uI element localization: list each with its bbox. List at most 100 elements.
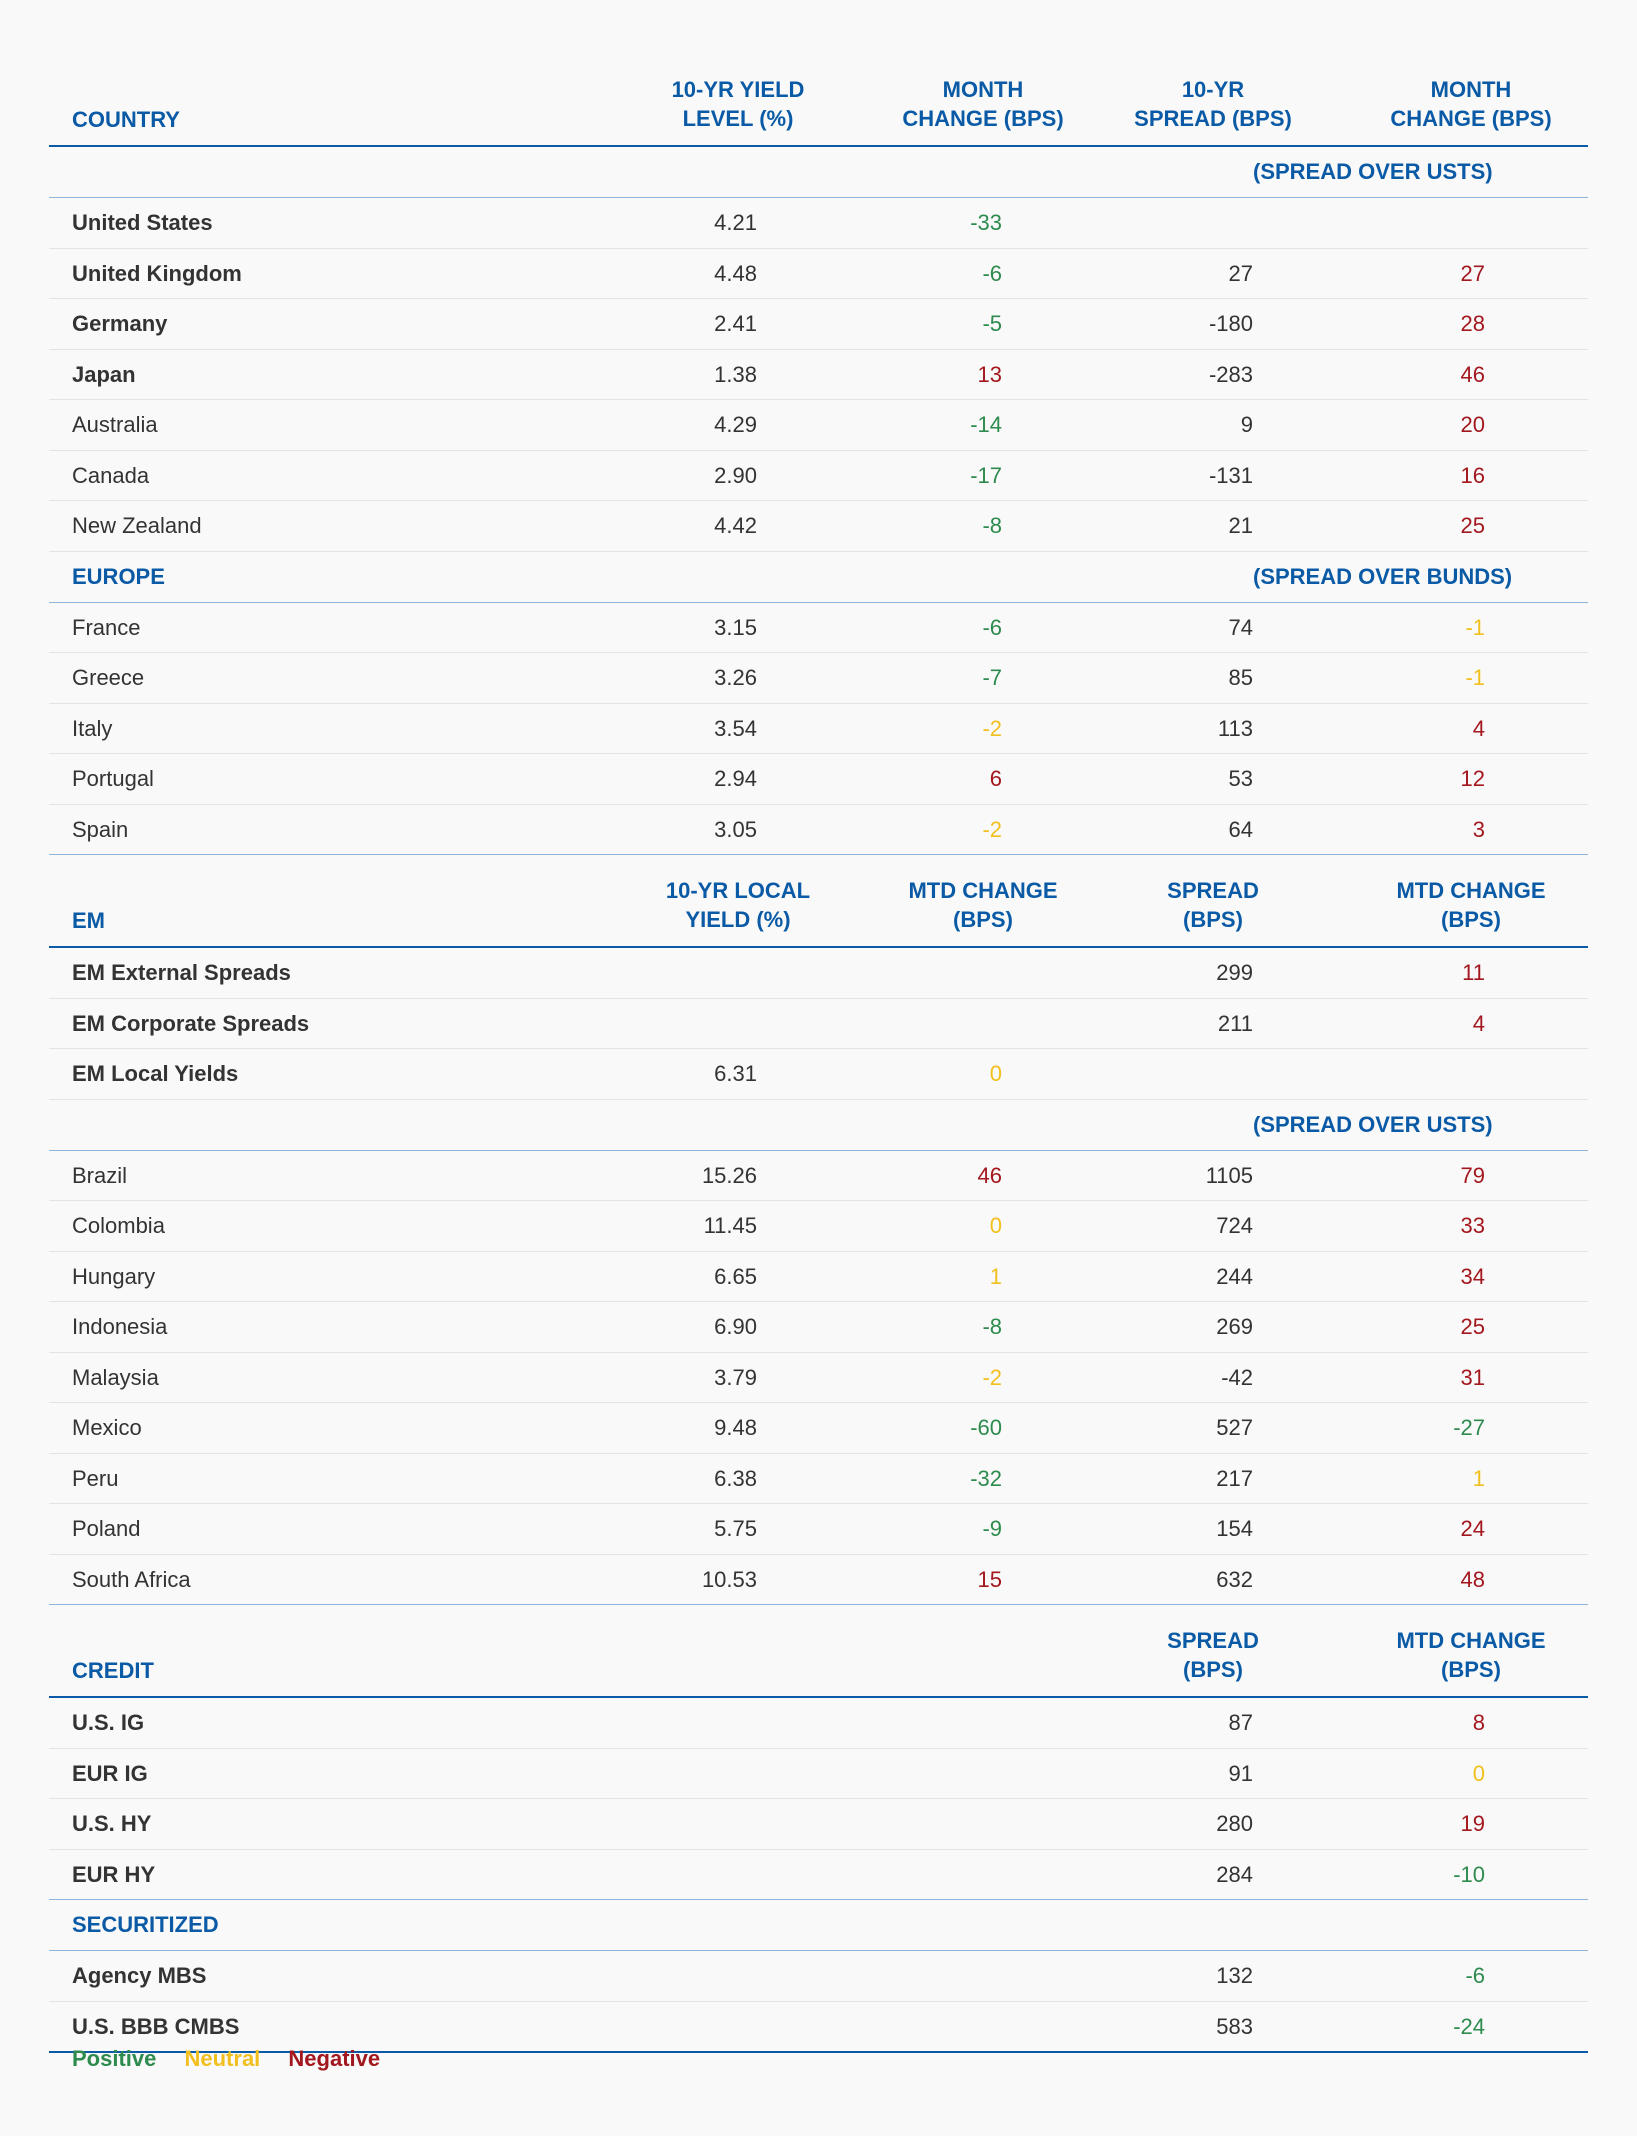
spread-value: 269 [1216, 1314, 1253, 1339]
yield-change: 0 [989, 1061, 1002, 1086]
spread-value: 74 [1228, 614, 1253, 640]
yield-change: -6 [982, 260, 1002, 286]
row-label: Brazil [72, 1162, 128, 1188]
spread-value: -131 [1208, 462, 1253, 488]
yield-value: 10.53 [701, 1566, 757, 1592]
spread-change: -6 [1465, 1963, 1485, 1988]
row-label: Australia [72, 412, 158, 437]
spread-value: 154 [1216, 1516, 1253, 1541]
spread-value: -42 [1221, 1364, 1253, 1390]
yield-change: 6 [989, 766, 1002, 791]
spread-basis-label: (SPREAD OVER USTS) [1253, 1111, 1493, 1137]
spread-value: 87 [1228, 1710, 1253, 1735]
legend-positive: Positive [72, 2046, 157, 2071]
table-row: Germany 2.41 -5 -180 28 [49, 299, 1588, 350]
spread-change: 24 [1460, 1516, 1485, 1541]
row-label: Malaysia [72, 1364, 159, 1390]
table-row: Poland 5.75 -9 154 24 [49, 1504, 1588, 1555]
column-header: 10-YR SPREAD (BPS) [1134, 77, 1292, 131]
row-label: Italy [72, 715, 113, 741]
section-header: CREDIT SPREAD (BPS) MTD CHANGE (BPS) [49, 1604, 1588, 1698]
yield-value: 6.65 [714, 1263, 757, 1289]
row-label: Greece [72, 665, 145, 690]
spread-value: 9 [1240, 412, 1253, 437]
table-row: Spain 3.05 -2 64 3 [49, 805, 1588, 855]
row-label: EM Local Yields [72, 1061, 239, 1086]
spread-change: -27 [1453, 1415, 1485, 1440]
yield-change: -8 [982, 513, 1002, 538]
section-title: EUROPE [72, 563, 165, 589]
yield-change: 13 [977, 361, 1002, 387]
spread-change: 4 [1472, 1010, 1485, 1036]
row-label: Hungary [72, 1263, 156, 1289]
row-label: EUR IG [72, 1760, 148, 1786]
spread-value: 284 [1216, 1861, 1253, 1887]
spread-value: 113 [1217, 715, 1253, 741]
row-label: New Zealand [72, 513, 202, 538]
yield-value: 2.41 [714, 311, 757, 336]
section-title: COUNTRY [72, 107, 180, 132]
spread-change: 1 [1472, 1465, 1485, 1491]
spread-value: 27 [1228, 260, 1253, 286]
spread-value: -283 [1208, 361, 1253, 387]
yield-value: 3.54 [714, 715, 757, 741]
spread-value: 299 [1216, 960, 1253, 985]
yield-value: 5.75 [714, 1516, 757, 1541]
yield-value: 1.38 [714, 361, 757, 387]
table-row: EUR IG 91 0 [49, 1749, 1588, 1799]
yield-change: -8 [982, 1314, 1002, 1339]
spread-basis-label: (SPREAD OVER BUNDS) [1253, 563, 1513, 589]
yield-value: 11.45 [703, 1213, 757, 1238]
row-label: Indonesia [72, 1314, 168, 1339]
yield-change: 46 [977, 1162, 1002, 1188]
spread-change: 3 [1472, 816, 1485, 842]
yield-value: 3.15 [714, 614, 757, 640]
column-header: 10-YR LOCAL YIELD (%) [665, 878, 811, 932]
spread-change: 34 [1460, 1263, 1485, 1289]
spread-value: 64 [1228, 816, 1253, 842]
yield-value: 9.48 [714, 1415, 757, 1440]
spread-value: 211 [1217, 1010, 1253, 1036]
spread-change: 79 [1460, 1162, 1485, 1188]
spread-change: -1 [1465, 665, 1485, 690]
section-title: SECURITIZED [72, 1912, 219, 1937]
section-subheader: EUROPE (SPREAD OVER BUNDS) [49, 552, 1588, 603]
row-label: Mexico [72, 1415, 142, 1440]
market-data-table: COUNTRY 10-YR YIELD LEVEL (%) MONTH CHANGE… [49, 54, 1588, 2053]
row-label: U.S. IG [72, 1710, 145, 1735]
table-row: Mexico 9.48 -60 527 -27 [49, 1403, 1588, 1454]
column-header: MTD CHANGE (BPS) [1396, 1628, 1546, 1682]
row-label: Peru [72, 1465, 119, 1491]
row-label: U.S. BBB CMBS [72, 2013, 240, 2039]
row-label: Japan [72, 361, 136, 387]
yield-value: 4.48 [714, 260, 757, 286]
yield-change: -2 [982, 715, 1002, 741]
yield-change: -7 [982, 665, 1002, 690]
row-label: Portugal [72, 766, 154, 791]
spread-change: 46 [1460, 361, 1485, 387]
table-row: Agency MBS 132 -6 [49, 1951, 1588, 2002]
yield-value: 6.90 [714, 1314, 757, 1339]
row-label: Spain [72, 816, 129, 842]
yield-value: 2.90 [714, 462, 757, 488]
row-label: Poland [72, 1516, 141, 1541]
table-row: Australia 4.29 -14 9 20 [49, 400, 1588, 451]
spread-change: 19 [1460, 1811, 1485, 1836]
legend-negative: Negative [288, 2046, 381, 2071]
spread-change: 28 [1460, 311, 1485, 336]
yield-change: 15 [977, 1566, 1002, 1592]
yield-change: -2 [982, 816, 1002, 842]
column-header: SPREAD (BPS) [1167, 1628, 1259, 1682]
color-legend: Positive Neutral Negative [72, 2046, 402, 2072]
table-row: United Kingdom 4.48 -6 27 27 [49, 249, 1588, 299]
table-row: France 3.15 -6 74 -1 [49, 603, 1588, 653]
row-label: Germany [72, 311, 168, 336]
spread-value: 527 [1216, 1415, 1253, 1440]
table-row: EM Corporate Spreads 211 4 [49, 999, 1588, 1049]
yield-change: -5 [982, 311, 1002, 336]
column-header: MONTH CHANGE (BPS) [1390, 77, 1552, 131]
column-header: SPREAD (BPS) [1167, 878, 1259, 932]
yield-change: -14 [970, 412, 1002, 437]
spread-change: 20 [1460, 412, 1485, 437]
table-row: Greece 3.26 -7 85 -1 [49, 653, 1588, 704]
